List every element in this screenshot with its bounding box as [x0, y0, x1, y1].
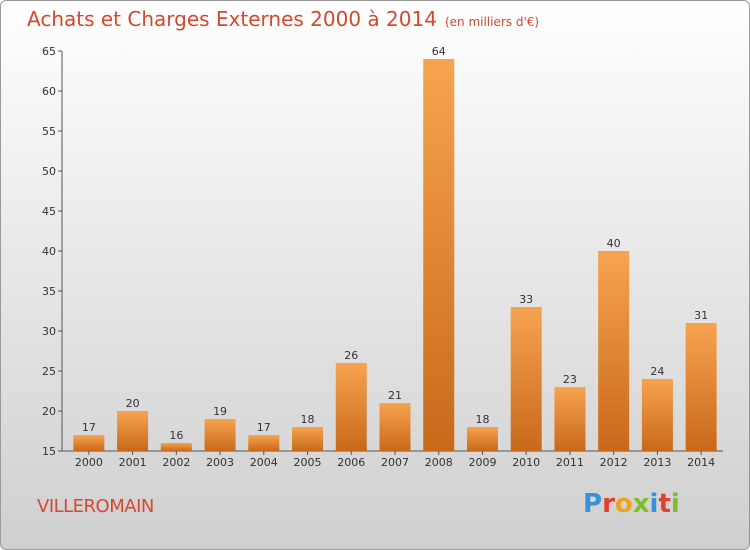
logo-letter: i: [670, 489, 680, 519]
data-label-2004: 17: [257, 421, 271, 434]
x-tick-label-2007: 2007: [381, 456, 409, 469]
data-label-2012: 40: [607, 237, 621, 250]
bar-2000[interactable]: [73, 435, 105, 451]
bar-2012[interactable]: [598, 251, 630, 451]
axes: 15 20 25 30 35 40 45 50 55 60 65 2000 2001 2002 2003 20…: [42, 45, 723, 469]
x-tick-label-2014: 2014: [687, 456, 715, 469]
chart-unit: (en milliers d'€): [444, 15, 540, 29]
data-label-2009: 18: [475, 413, 489, 426]
bar-2006[interactable]: [335, 363, 367, 451]
bar-2008[interactable]: [423, 59, 455, 451]
bar-2001[interactable]: [117, 411, 149, 451]
x-tick-label-2013: 2013: [643, 456, 671, 469]
x-tick-label-2001: 2001: [119, 456, 147, 469]
town-name: VILLEROMAIN: [37, 496, 154, 517]
logo-letter: x: [632, 489, 650, 519]
data-label-2000: 17: [82, 421, 96, 434]
data-label-2010: 33: [519, 293, 533, 306]
y-tick-label: 15: [42, 445, 56, 458]
bar-2002[interactable]: [160, 443, 192, 451]
bar-2011[interactable]: [554, 387, 586, 451]
y-tick-label: 35: [42, 285, 56, 298]
x-tick-label-2012: 2012: [600, 456, 628, 469]
y-tick-label: 40: [42, 245, 56, 258]
bars: 17 20 16 19 17 18 26 21 64 18 33 23 40 24 31: [73, 45, 717, 451]
bar-2010[interactable]: [510, 307, 542, 451]
data-label-2003: 19: [213, 405, 227, 418]
x-tick-label-2010: 2010: [512, 456, 540, 469]
x-tick-label-2009: 2009: [468, 456, 496, 469]
y-tick-label: 30: [42, 325, 56, 338]
data-label-2011: 23: [563, 373, 577, 386]
x-tick-label-2005: 2005: [294, 456, 322, 469]
data-label-2005: 18: [301, 413, 315, 426]
logo-letter: r: [602, 489, 615, 519]
proxiti-logo[interactable]: Proxiti: [583, 489, 680, 519]
bar-2009[interactable]: [466, 427, 498, 451]
logo-letter: i: [649, 489, 659, 519]
bar-2014[interactable]: [685, 323, 717, 451]
logo-letter: P: [583, 489, 603, 519]
y-tick-label: 65: [42, 45, 56, 58]
data-label-2007: 21: [388, 389, 402, 402]
bar-2004[interactable]: [248, 435, 280, 451]
bar-2007[interactable]: [379, 403, 411, 451]
data-label-2006: 26: [344, 349, 358, 362]
x-tick-label-2000: 2000: [75, 456, 103, 469]
logo-letter: t: [658, 489, 671, 519]
x-tick-label-2006: 2006: [337, 456, 365, 469]
bar-2013[interactable]: [641, 379, 673, 451]
y-tick-label: 45: [42, 205, 56, 218]
chart-title: Achats et Charges Externes 2000 à 2014 (e…: [27, 7, 539, 31]
data-label-2001: 20: [126, 397, 140, 410]
bar-2003[interactable]: [204, 419, 236, 451]
x-tick-label-2003: 2003: [206, 456, 234, 469]
y-tick-label: 20: [42, 405, 56, 418]
y-tick-label: 25: [42, 365, 56, 378]
bar-2005[interactable]: [292, 427, 324, 451]
y-tick-label: 50: [42, 165, 56, 178]
logo-letter: o: [614, 489, 633, 519]
x-tick-label-2002: 2002: [162, 456, 190, 469]
x-tick-label-2004: 2004: [250, 456, 278, 469]
chart-title-text: Achats et Charges Externes 2000 à 2014: [27, 7, 437, 31]
data-label-2014: 31: [694, 309, 708, 322]
x-tick-label-2008: 2008: [425, 456, 453, 469]
y-tick-label: 60: [42, 85, 56, 98]
data-label-2008: 64: [432, 45, 446, 58]
x-tick-label-2011: 2011: [556, 456, 584, 469]
y-tick-label: 55: [42, 125, 56, 138]
data-label-2013: 24: [650, 365, 664, 378]
data-label-2002: 16: [169, 429, 183, 442]
